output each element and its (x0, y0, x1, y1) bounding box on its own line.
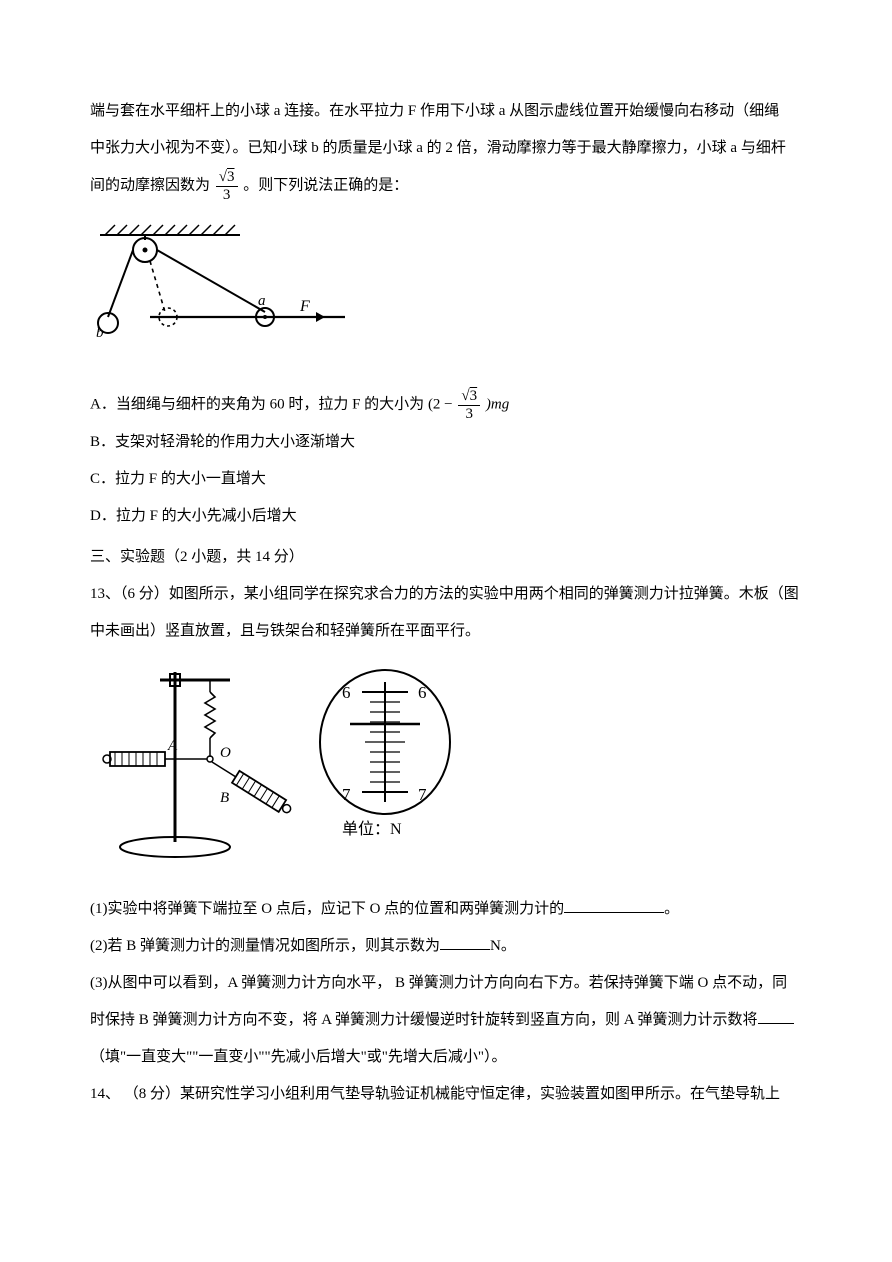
fig13-scale-7l: 7 (342, 785, 351, 804)
q12-line2: 中张力大小视为不变）。已知小球 b 的质量是小球 a 的 2 倍，滑动摩擦力等于… (90, 132, 802, 165)
q12-option-B: B．支架对轻滑轮的作用力大小逐渐增大 (90, 426, 802, 459)
q12-fraction: 3 3 (216, 169, 238, 203)
fig13-unit: 单位：N (342, 820, 402, 838)
q13-p3b-blank[interactable] (758, 1009, 794, 1024)
q12-optA-fraction: 3 3 (458, 388, 480, 422)
fig13-scale-7r: 7 (418, 785, 427, 804)
q12-optA-close: )mg (486, 396, 509, 412)
fig13-label-B: B (220, 790, 229, 806)
q12-optA-frac-den: 3 (458, 406, 480, 423)
q13-stem-2: 中未画出）竖直放置，且与铁架台和轻弹簧所在平面平行。 (90, 615, 802, 648)
figure-pulley: b a F (90, 217, 802, 370)
q12-option-C: C．拉力 F 的大小一直增大 (90, 463, 802, 496)
q13-p2: (2)若 B 弹簧测力计的测量情况如图所示，则其示数为 N。 (90, 930, 802, 963)
figure-spring-stand: A O B 6 6 7 7 单位：N (90, 662, 802, 875)
q13-p1-blank[interactable] (564, 898, 664, 913)
q12-line3-pre: 间的动摩擦因数为 (90, 177, 210, 193)
q12-optA-pre: A．当细绳与细杆的夹角为 60 时，拉力 F 的大小为 (90, 396, 424, 412)
q12-line1: 端与套在水平细杆上的小球 a 连接。在水平拉力 F 作用下小球 a 从图示虚线位… (90, 95, 802, 128)
fig13-label-A: A (167, 738, 178, 754)
fig13-scale-6r: 6 (418, 683, 427, 702)
q13-p1: (1)实验中将弹簧下端拉至 O 点后，应记下 O 点的位置和两弹簧测力计的 。 (90, 893, 802, 926)
fig12-label-a: a (258, 293, 266, 309)
q12-optA-open: (2 − (428, 396, 453, 412)
q13-p3b-text: 时保持 B 弹簧测力计方向不变，将 A 弹簧测力计缓慢逆时针旋转到竖直方向，则 … (90, 1012, 758, 1028)
q12-frac-num: 3 (227, 169, 235, 185)
fig13-label-O: O (220, 745, 231, 761)
fig12-label-F: F (299, 298, 310, 315)
q13-p3b: 时保持 B 弹簧测力计方向不变，将 A 弹簧测力计缓慢逆时针旋转到竖直方向，则 … (90, 1004, 802, 1037)
q12-optA-frac-num: 3 (470, 388, 478, 404)
q12-option-A: A．当细绳与细杆的夹角为 60 时，拉力 F 的大小为 (2 − 3 3 )mg (90, 388, 802, 422)
q12-line3: 间的动摩擦因数为 3 3 。则下列说法正确的是： (90, 169, 802, 203)
q14-stem: 14、 （8 分）某研究性学习小组利用气垫导轨验证机械能守恒定律，实验装置如图甲… (90, 1078, 802, 1111)
section3-header: 三、实验题（2 小题，共 14 分） (90, 541, 802, 574)
q13-p2-post: N。 (490, 938, 516, 954)
q13-p1-end: 。 (664, 901, 679, 917)
q13-p1-text: (1)实验中将弹簧下端拉至 O 点后，应记下 O 点的位置和两弹簧测力计的 (90, 901, 564, 917)
q13-p3a: (3)从图中可以看到，A 弹簧测力计方向水平， B 弹簧测力计方向向右下方。若保… (90, 967, 802, 1000)
q12-frac-den: 3 (216, 187, 238, 204)
q13-p2-pre: (2)若 B 弹簧测力计的测量情况如图所示，则其示数为 (90, 938, 440, 954)
q13-p3c: （填"一直变大""一直变小""先减小后增大"或"先增大后减小"）。 (90, 1041, 802, 1074)
q13-stem-1: 13、（6 分）如图所示，某小组同学在探究求合力的方法的实验中用两个相同的弹簧测… (90, 578, 802, 611)
fig13-scale-6l: 6 (342, 683, 351, 702)
q12-option-D: D．拉力 F 的大小先减小后增大 (90, 500, 802, 533)
q12-line3-post: 。则下列说法正确的是： (243, 177, 408, 193)
fig12-label-b: b (96, 325, 104, 341)
q13-p2-blank[interactable] (440, 935, 490, 950)
